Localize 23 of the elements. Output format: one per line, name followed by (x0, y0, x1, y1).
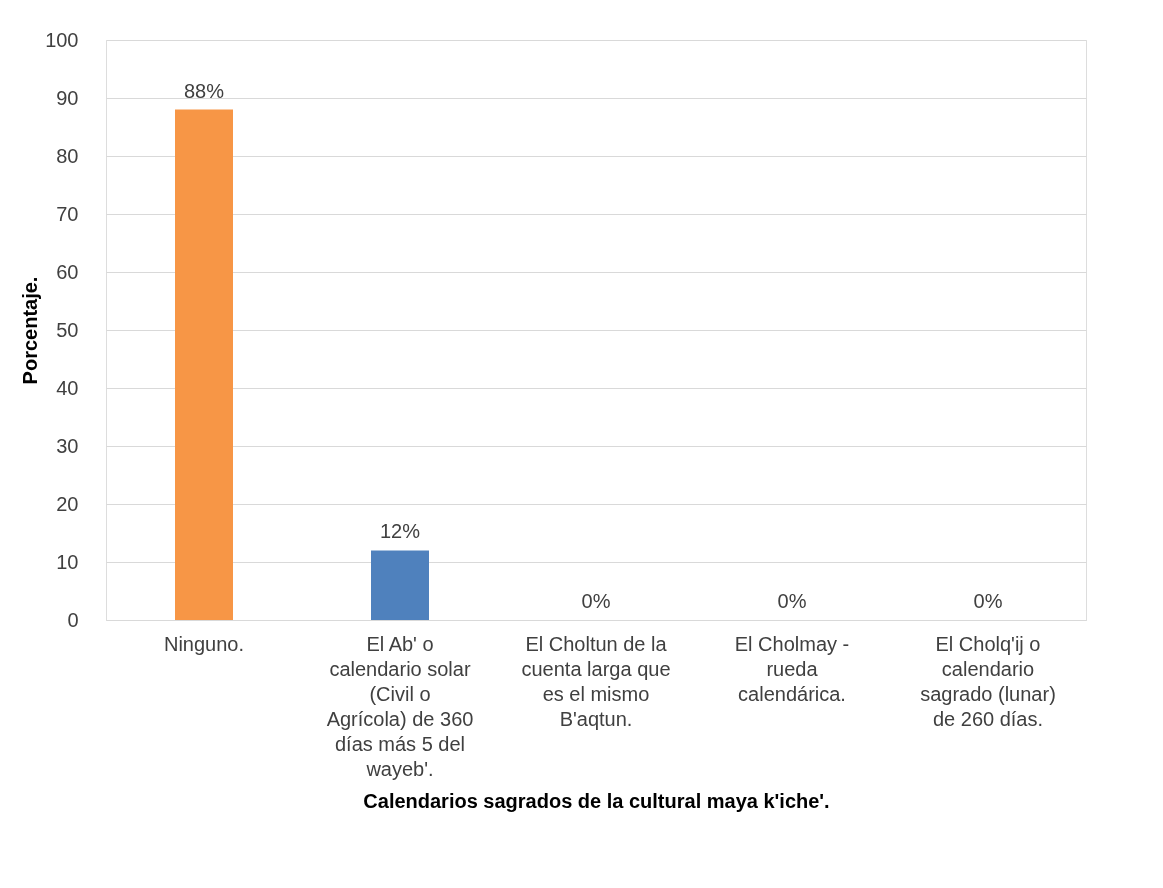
x-tick-label: El Cholq'ij o calendario sagrado (lunar) de 260 días. (920, 632, 1056, 730)
x-tick-label: El Cholmay - rueda calendárica. (734, 632, 850, 705)
y-tick-label: 0 (67, 608, 79, 631)
y-tick-label: 90 (56, 86, 79, 109)
data-label: 0% (581, 590, 611, 612)
y-tick-label: 100 (45, 28, 79, 51)
x-tick-label: El Choltun de la cuenta larga que es el mismo B'aqtun. (521, 632, 671, 730)
data-label: 12% (379, 520, 421, 543)
x-tick-label: El Ab' o calendario solar (Civil o Agrícola) de 360 días más 5 del wayeb'. (326, 632, 474, 780)
y-tick-label: 80 (56, 144, 79, 167)
y-tick-label: 40 (56, 376, 79, 399)
data-label: 0% (777, 590, 807, 612)
data-label: 88% (183, 79, 225, 102)
y-tick-label: 20 (56, 492, 79, 515)
y-tick-label: 10 (56, 550, 79, 573)
x-axis-title: Calendarios sagrados de la cultural maya k'iche'. (363, 789, 830, 812)
x-tick-label: Ninguno. (163, 632, 245, 655)
y-tick-label: 70 (56, 202, 79, 225)
y-tick-label: 60 (56, 260, 79, 283)
data-label: 0% (973, 590, 1003, 612)
y-tick-label: 50 (56, 318, 79, 341)
y-tick-label: 30 (56, 434, 79, 457)
y-axis-title: Porcentaje. (19, 276, 42, 385)
